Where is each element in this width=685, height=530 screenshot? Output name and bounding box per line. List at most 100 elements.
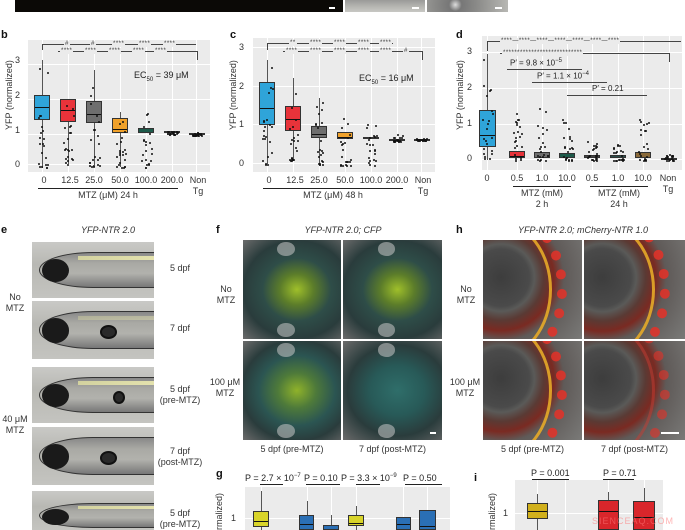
data-point [147,164,150,167]
data-point [489,158,492,161]
data-point [270,67,273,70]
data-point [146,114,149,117]
x-tick: 200.0 [385,175,409,185]
data-point [268,140,271,143]
data-point [119,149,122,152]
box-gold [527,503,548,519]
sig-marker: **** [108,48,122,54]
data-point [271,126,274,129]
data-point [639,120,642,123]
data-point [347,161,350,163]
data-point [369,159,372,162]
data-point [589,155,592,158]
fluorescence-image-top [15,0,343,12]
data-point [65,147,68,150]
data-point [319,139,322,142]
data-point [92,165,95,168]
brightfield-image-top-1 [345,0,425,12]
data-point [373,134,376,137]
data-point [38,68,41,71]
data-point [367,162,370,165]
data-point [265,118,268,121]
data-point [145,150,148,153]
box-blue-4 [419,510,436,530]
data-point [516,121,519,124]
data-point [563,156,566,159]
ec50-annotation: EC50 = 39 μM [134,70,189,83]
caption-5dpf: 5 dpf [169,263,191,273]
y-axis-label: normalized) [214,492,224,530]
data-point [596,153,599,156]
data-point [293,136,296,139]
data-point [91,159,94,162]
panel-letter-b: b [1,29,8,41]
data-point [617,144,620,147]
data-point [349,164,352,167]
x-group-label-24h: MTZ (mM) [598,188,640,198]
data-point [292,125,295,128]
data-point [150,152,153,155]
data-point [516,123,519,126]
data-point [341,143,344,146]
data-point [124,153,127,156]
data-point [640,155,643,158]
sig-marker: # [90,41,96,47]
box-25uM [311,126,327,138]
scale-bar [329,7,335,9]
data-point [666,159,669,162]
data-point [115,166,118,169]
data-point [343,142,346,145]
data-point [340,163,343,166]
sig-marker: **** [357,48,371,54]
data-point [40,131,43,134]
data-point [592,158,595,161]
data-point [640,134,643,137]
data-point [482,118,485,121]
data-point [115,143,118,146]
data-point [375,159,378,162]
sig-marker: **** [379,40,393,46]
data-point [290,139,293,142]
data-point [348,134,351,137]
retina-image-100um-7dpf [584,341,685,440]
data-point [141,153,144,156]
data-point [119,140,122,143]
data-point [262,129,265,132]
data-point [174,133,177,136]
data-point [643,145,646,148]
x-tick: Non [189,175,207,185]
p-value-g-4: P = 0.50 [403,473,437,483]
data-point [666,155,669,158]
p-value-3: P′ = 0.21 [592,84,624,93]
data-point [483,153,486,156]
fish-image-7dpf [32,301,154,359]
data-point [342,148,345,151]
data-point [317,156,320,159]
x-tick: Non [414,175,432,185]
data-point [340,140,343,143]
plot-area-g [245,487,450,530]
box-0.5mM-24h [584,155,600,158]
data-point [646,143,649,146]
data-point [671,154,674,157]
x-tick: 1.0 [535,173,549,183]
data-point [318,112,321,115]
data-point [71,159,74,162]
row-label-100um-mtz: 100 μM MTZ [449,377,481,398]
data-point [400,136,403,139]
data-point [646,123,648,126]
x-tick: 25.0 [85,175,103,185]
data-point [482,84,485,87]
data-point [565,157,568,160]
plot-area-c: ** **** **** **** **** **** **** **** **… [253,38,435,172]
data-point [642,159,645,162]
retina-image-no-mtz-5dpf [483,240,582,339]
x-tick: 0.5 [585,173,599,183]
y-tick: 2 [466,82,472,92]
sig-marker: # [64,41,70,47]
data-point [517,119,520,122]
data-point [290,142,293,145]
data-point [546,129,549,132]
data-point [537,154,540,157]
data-point [643,158,646,161]
